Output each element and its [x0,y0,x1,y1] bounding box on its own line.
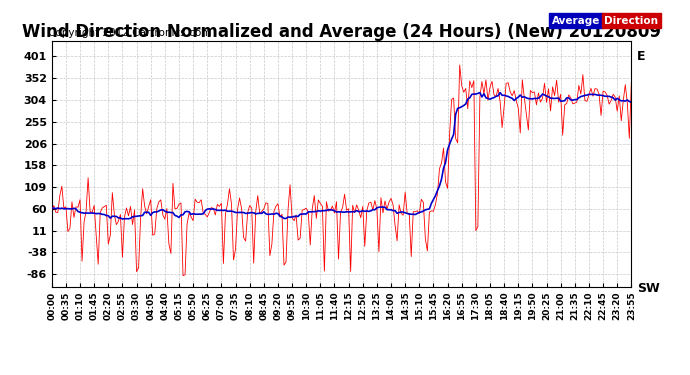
Text: SW: SW [637,282,660,295]
Text: Copyright 2012 Cartronics.com: Copyright 2012 Cartronics.com [48,28,212,38]
Title: Wind Direction Normalized and Average (24 Hours) (New) 20120809: Wind Direction Normalized and Average (2… [22,23,661,41]
Text: E: E [637,50,646,63]
Text: Average: Average [552,16,600,26]
Text: Direction: Direction [604,16,658,26]
